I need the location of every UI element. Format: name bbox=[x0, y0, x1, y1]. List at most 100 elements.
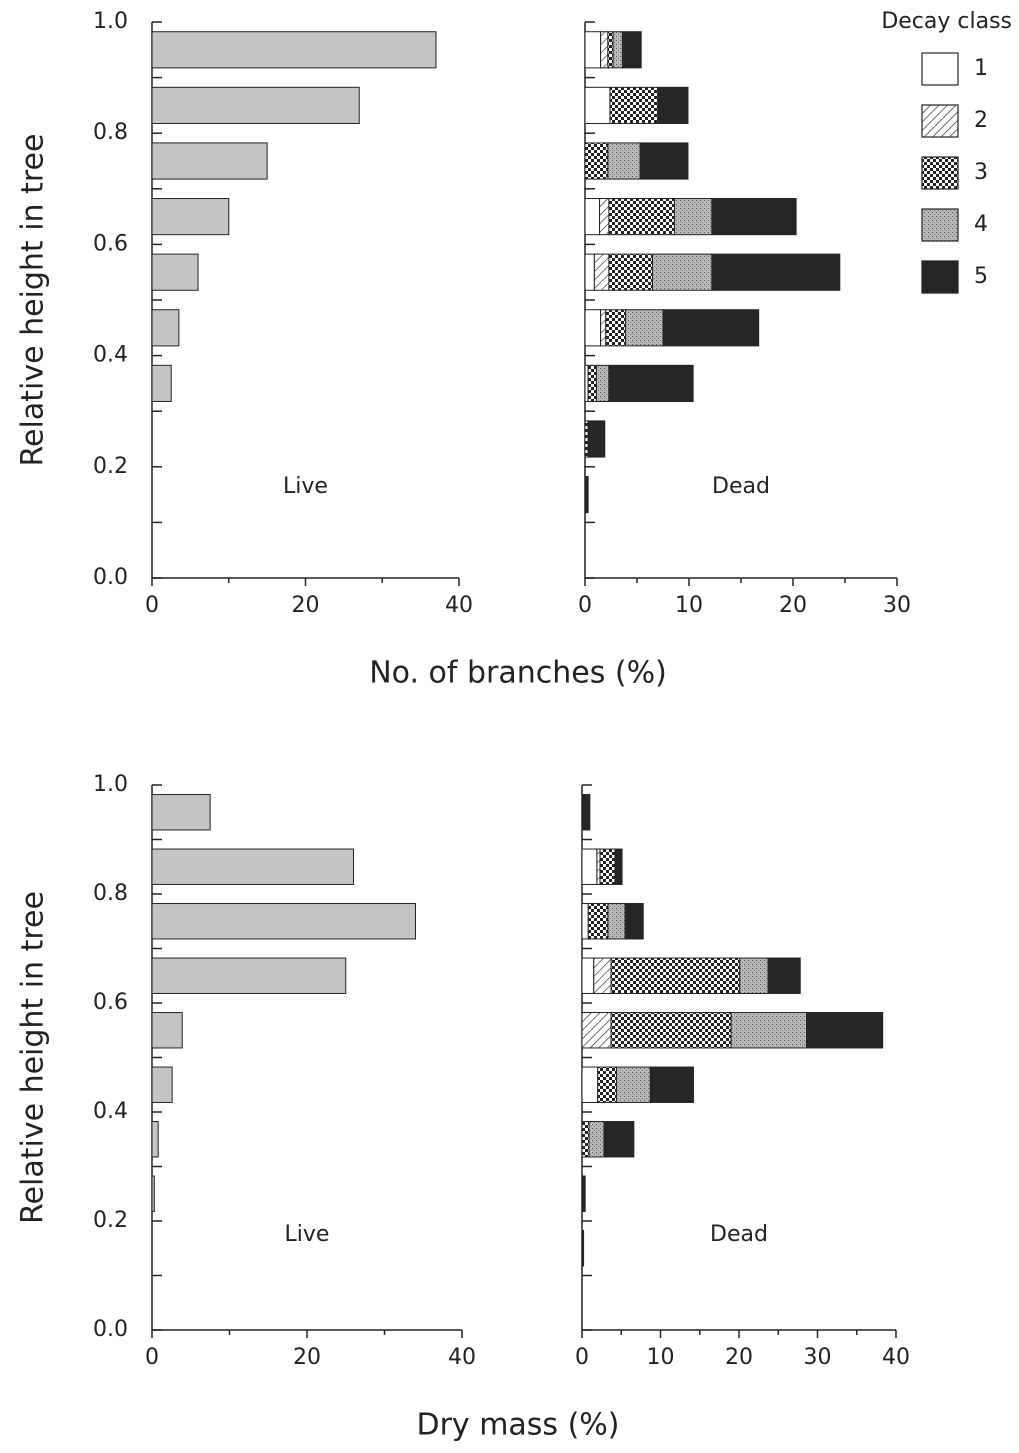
bar-segment bbox=[614, 848, 623, 885]
y-tick-label: 0.8 bbox=[93, 120, 128, 145]
bar-segment bbox=[711, 198, 797, 236]
x-tick-label: 20 bbox=[293, 1345, 321, 1370]
y-tick-label: 0.4 bbox=[93, 1099, 128, 1124]
y-tick-label: 0.0 bbox=[93, 565, 128, 590]
bar-segment bbox=[581, 1175, 586, 1212]
bar-segment bbox=[616, 1066, 651, 1103]
bar-segment bbox=[587, 903, 609, 940]
bar-segment bbox=[673, 198, 713, 236]
bar-segment bbox=[639, 142, 689, 180]
bar-segment bbox=[652, 253, 713, 291]
x-tick-label: 20 bbox=[725, 1345, 753, 1370]
bar-segment bbox=[584, 198, 601, 236]
y-tick-label: 0.6 bbox=[93, 990, 128, 1015]
bar-segment bbox=[581, 957, 595, 994]
legend-swatch bbox=[921, 52, 959, 86]
bar bbox=[151, 794, 211, 831]
bar-segment bbox=[581, 1121, 590, 1158]
panel-label: Live bbox=[283, 474, 328, 499]
bar-segment bbox=[608, 364, 694, 402]
bar-segment bbox=[581, 903, 589, 940]
bar-segment bbox=[588, 1121, 605, 1158]
legend-swatch bbox=[921, 104, 959, 138]
bar-segment bbox=[624, 903, 644, 940]
bar bbox=[151, 198, 230, 236]
x-tick-label: 40 bbox=[882, 1345, 910, 1370]
legend-swatch bbox=[921, 208, 959, 242]
legend-swatch bbox=[921, 156, 959, 190]
y-tick-label: 0.6 bbox=[93, 231, 128, 256]
panel-label: Dead bbox=[712, 474, 770, 499]
bar bbox=[151, 364, 172, 402]
y-tick-label: 0.8 bbox=[93, 881, 128, 906]
bar-segment bbox=[610, 1012, 732, 1049]
bar bbox=[151, 31, 437, 69]
bar-segment bbox=[600, 31, 609, 69]
bar-segment bbox=[806, 1012, 884, 1049]
bar-segment bbox=[581, 1066, 599, 1103]
bar-segment bbox=[649, 1066, 694, 1103]
x-tick-label: 20 bbox=[292, 593, 320, 618]
bar-segment bbox=[584, 476, 589, 514]
bar-segment bbox=[597, 1066, 618, 1103]
x-tick-label: 0 bbox=[578, 593, 592, 618]
bar bbox=[151, 1012, 183, 1049]
y-axis-label: Relative height in tree bbox=[16, 134, 51, 467]
bar-segment bbox=[584, 86, 611, 124]
legend-label: 1 bbox=[974, 56, 988, 81]
bar-segment bbox=[612, 31, 623, 69]
bar-segment bbox=[593, 253, 610, 291]
bar-segment bbox=[581, 794, 591, 831]
bar-segment bbox=[600, 309, 607, 347]
bar-segment bbox=[584, 142, 609, 180]
y-tick-label: 0.4 bbox=[93, 343, 128, 368]
bar-segment bbox=[610, 957, 741, 994]
bar-segment bbox=[605, 309, 627, 347]
bar-segment bbox=[603, 1121, 635, 1158]
x-tick-label: 40 bbox=[448, 1345, 476, 1370]
bar-segment bbox=[657, 86, 689, 124]
legend-label: 5 bbox=[974, 264, 988, 289]
y-tick-label: 0.0 bbox=[93, 1317, 128, 1342]
bar-segment bbox=[581, 848, 598, 885]
bar bbox=[151, 848, 354, 885]
x-tick-label: 0 bbox=[145, 593, 159, 618]
bar-segment bbox=[581, 1012, 612, 1049]
y-tick-label: 0.2 bbox=[93, 1208, 128, 1233]
y-tick-label: 0.2 bbox=[93, 454, 128, 479]
x-tick-label: 10 bbox=[647, 1345, 675, 1370]
x-axis-label: No. of branches (%) bbox=[369, 656, 667, 691]
panel-label: Live bbox=[285, 1222, 330, 1247]
x-axis-label: Dry mass (%) bbox=[416, 1408, 619, 1443]
bar-segment bbox=[625, 309, 664, 347]
bar-segment bbox=[730, 1012, 808, 1049]
bar-segment bbox=[599, 198, 610, 236]
bar-segment bbox=[599, 848, 616, 885]
x-tick-label: 0 bbox=[575, 1345, 589, 1370]
bar-segment bbox=[593, 957, 612, 994]
legend-label: 2 bbox=[974, 108, 988, 133]
legend-title: Decay class bbox=[881, 9, 1012, 34]
x-tick-label: 30 bbox=[804, 1345, 832, 1370]
legend-label: 4 bbox=[974, 212, 988, 237]
bar bbox=[151, 1121, 159, 1158]
legend-swatch bbox=[921, 260, 959, 294]
bar bbox=[151, 957, 347, 994]
bar bbox=[151, 1175, 155, 1212]
bar bbox=[151, 1066, 173, 1103]
y-tick-label: 1.0 bbox=[93, 772, 128, 797]
y-tick-label: 1.0 bbox=[93, 9, 128, 34]
bar-segment bbox=[607, 142, 641, 180]
bar-segment bbox=[584, 253, 595, 291]
bar-segment bbox=[584, 31, 602, 69]
bar-segment bbox=[739, 957, 769, 994]
x-tick-label: 10 bbox=[675, 593, 703, 618]
x-tick-label: 20 bbox=[779, 593, 807, 618]
bar-segment bbox=[595, 364, 610, 402]
bar-segment bbox=[607, 31, 614, 69]
bar-segment bbox=[607, 903, 626, 940]
bar-segment bbox=[621, 31, 642, 69]
bar-segment bbox=[581, 1230, 585, 1267]
